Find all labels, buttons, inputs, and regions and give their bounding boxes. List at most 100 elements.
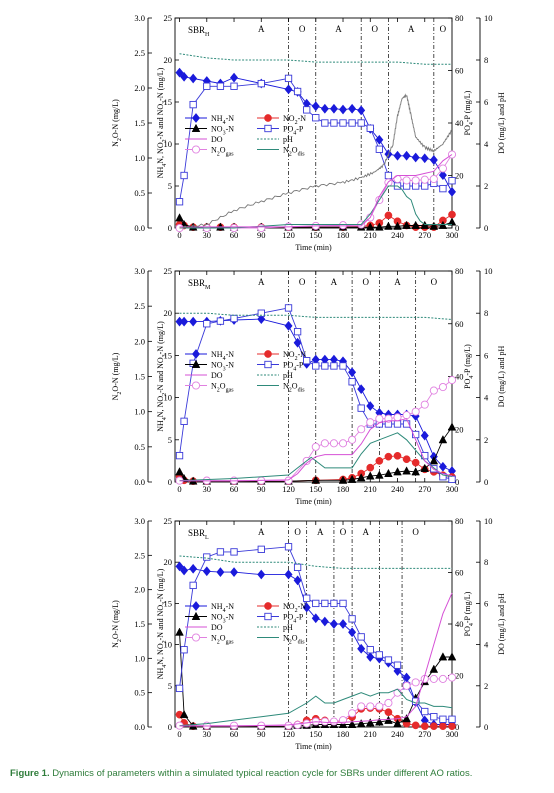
p-tick-label: 80 — [455, 266, 464, 276]
n2o-tick-label: 3.0 — [134, 266, 145, 276]
nh4-point — [302, 602, 311, 613]
n2ogas-point — [357, 425, 366, 434]
n2ogas-point — [366, 702, 375, 711]
po4-point — [339, 119, 347, 127]
n2ogas-point — [393, 174, 402, 184]
legend-n2ogas-marker — [191, 381, 201, 390]
n2ogas-point — [411, 678, 420, 687]
x-tick-label: 300 — [446, 484, 459, 494]
n2ogas-point — [402, 411, 411, 420]
no3-point — [402, 220, 411, 229]
phase-label: O — [340, 527, 347, 537]
nh4-point — [175, 67, 184, 78]
no3-point — [175, 467, 184, 476]
nh4-point — [284, 84, 293, 95]
phase-label: A — [331, 277, 338, 287]
no3-point — [393, 718, 402, 728]
p-tick-label: 40 — [455, 372, 464, 382]
n2ogas-point — [257, 223, 266, 233]
x-tick-label: 180 — [337, 230, 350, 240]
phase-label: A — [362, 527, 369, 537]
legend-n2ogas-marker — [191, 633, 201, 642]
n-tick-label: 0 — [168, 477, 172, 487]
legend-no2-marker — [264, 350, 272, 358]
legend-no2-marker — [264, 114, 272, 122]
p-tick-label: 0 — [455, 477, 459, 487]
n-tick-label: 15 — [164, 350, 173, 360]
n2o-tick-label: 2.5 — [134, 48, 145, 58]
no2-point — [366, 463, 375, 472]
po4-point — [448, 715, 456, 723]
legend-n2odis-label: N2Odis — [283, 146, 305, 158]
do-line — [179, 418, 453, 482]
p-tick-label: 20 — [455, 671, 464, 681]
phase-label: A — [317, 527, 324, 537]
nh4-point — [420, 430, 429, 441]
legend-n2ogas-label: N2Ogas — [211, 634, 234, 646]
no3-point — [175, 627, 184, 636]
do-axis-title: DO (mg/L) and pH — [497, 92, 506, 154]
nh4-point — [284, 320, 293, 331]
n2ogas-point — [402, 681, 411, 690]
nh4-point — [311, 101, 320, 112]
n2ogas-point — [420, 400, 429, 409]
x-tick-label: 240 — [391, 729, 404, 739]
p-tick-label: 0 — [455, 722, 459, 732]
po4-point — [257, 545, 265, 553]
po4-point — [230, 314, 238, 323]
n-tick-label: 5 — [168, 681, 172, 691]
n2ogas-point — [357, 702, 366, 711]
x-tick-label: 210 — [364, 729, 377, 739]
phase-label: O — [431, 277, 438, 287]
po4-point — [312, 114, 320, 122]
po4-point — [284, 304, 293, 312]
n2ogas-point — [338, 221, 348, 230]
po4-point — [402, 420, 411, 428]
nh4-point — [348, 103, 357, 114]
po4-point — [257, 79, 265, 88]
no3-point — [420, 463, 430, 472]
panel-sbr-l: 0.00.51.01.52.02.53.00510152025020406080… — [111, 516, 506, 751]
nh4-point — [180, 316, 189, 327]
phase-label: O — [294, 527, 301, 537]
nh4-point — [202, 566, 211, 577]
nh4-point — [339, 619, 348, 629]
no2-point — [448, 722, 456, 731]
p-tick-label: 20 — [455, 171, 464, 181]
ph-line — [179, 555, 452, 569]
p-axis-title: PO4-P (mg/L) — [463, 344, 475, 389]
n2ogas-point — [320, 439, 329, 448]
n2ogas-point — [311, 442, 320, 451]
n2ogas-point — [411, 407, 420, 416]
no2-point — [375, 457, 384, 465]
x-tick-label: 270 — [418, 729, 431, 739]
po4-point — [230, 82, 238, 90]
x-tick-label: 30 — [203, 484, 212, 494]
p-axis-title: PO4-P (mg/L) — [463, 591, 475, 636]
do-line — [179, 592, 453, 727]
no3-point — [384, 715, 393, 724]
po4-point — [357, 633, 365, 641]
nh4-point — [366, 401, 375, 411]
do-line — [179, 154, 453, 228]
n2ogas-point — [420, 175, 429, 184]
x-tick-label: 240 — [391, 230, 404, 240]
nh4-point — [257, 569, 266, 580]
n2o-tick-label: 0.0 — [134, 223, 145, 233]
n2ogas-point — [438, 383, 447, 392]
n-tick-label: 25 — [164, 13, 173, 23]
n2ogas-point — [320, 717, 329, 726]
nh4-point — [175, 561, 184, 572]
p-tick-label: 40 — [455, 619, 464, 629]
legend-no3-label: NO3-N — [211, 361, 234, 373]
po4-point — [393, 661, 402, 669]
n2ogas-point — [411, 176, 420, 185]
po4-point — [216, 82, 225, 90]
do-tick-label: 10 — [484, 266, 493, 276]
po4-point — [303, 357, 311, 365]
po4-point — [421, 707, 429, 716]
po4-point — [303, 106, 311, 114]
nh4-point — [438, 461, 447, 472]
no2-point — [384, 211, 393, 220]
legend-nh4-marker — [192, 113, 200, 123]
